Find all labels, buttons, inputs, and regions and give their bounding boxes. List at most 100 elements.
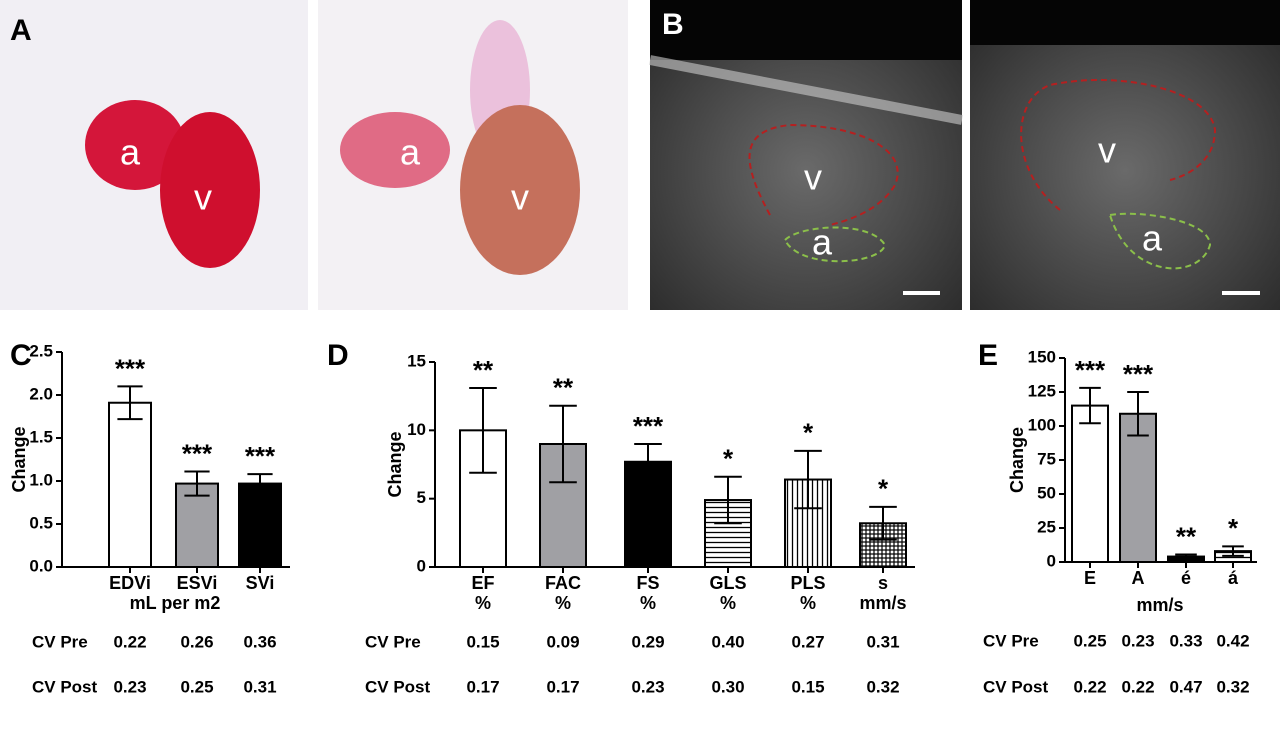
bar [175,482,219,568]
significance: *** [245,441,276,471]
x-tick-label: A [1132,568,1145,588]
cv-post: 0.22 [1073,677,1106,696]
cv-post: 0.15 [791,677,824,696]
significance: * [1228,513,1239,543]
significance: * [878,474,889,504]
bar [704,499,752,568]
cv-post: 0.47 [1169,677,1202,696]
y-tick-label: 15 [407,351,426,370]
panel-label: A [10,14,32,47]
significance: *** [1123,359,1154,389]
photo-label: v [1098,130,1116,171]
x-tick-label: s [878,573,888,593]
y-axis-label: Change [9,426,29,492]
panel-label: B [662,8,684,41]
error-bar [1079,386,1101,425]
cv-pre: 0.15 [466,632,499,651]
panel-label: C [10,339,32,372]
error-bar [184,470,210,497]
cv-pre: 0.31 [866,632,899,651]
x-tick-unit: % [555,593,571,613]
ultrasound-2 [970,0,1280,310]
cv-row-label: CV Pre [365,632,421,651]
y-tick-label: 100 [1028,415,1056,434]
x-tick-label: é [1181,568,1191,588]
cv-row-label: CV Post [983,677,1049,696]
cv-post: 0.32 [1216,677,1249,696]
y-tick-label: 5 [417,488,426,507]
photo-label: a [1142,218,1163,259]
x-tick-label: PLS [790,573,825,593]
cv-post: 0.30 [711,677,744,696]
x-tick-label: E [1084,568,1096,588]
y-tick-label: 0.0 [29,556,53,575]
x-tick-label: EDVi [109,573,151,593]
cv-post: 0.22 [1121,677,1154,696]
significance: *** [633,411,664,441]
error-bar [549,404,577,484]
y-tick-label: 10 [407,420,426,439]
cv-pre: 0.36 [243,632,276,651]
cv-pre: 0.40 [711,632,744,651]
photo-label: a [120,132,141,173]
x-tick-unit: mm/s [859,593,906,613]
error-bar [469,386,497,474]
photo-label: v [804,157,822,198]
photo-a2 [318,0,628,310]
y-tick-label: 0 [1047,551,1056,570]
error-bar [869,505,897,541]
y-axis-label: Change [385,431,405,497]
cv-post: 0.32 [866,677,899,696]
x-axis-label: mm/s [1136,595,1183,615]
y-tick-label: 0 [417,556,426,575]
x-tick-label: EF [471,573,494,593]
y-tick-label: 2.0 [29,384,53,403]
y-tick-label: 125 [1028,381,1056,400]
error-bar [117,385,143,421]
cv-pre: 0.29 [631,632,664,651]
x-tick-label: SVi [246,573,275,593]
significance: ** [1176,521,1197,551]
x-axis-label: mL per m2 [130,593,221,613]
error-bar [634,443,662,481]
cv-post: 0.17 [466,677,499,696]
x-tick-unit: % [800,593,816,613]
error-bar [714,475,742,525]
error-bar [1222,545,1244,557]
cv-row-label: CV Pre [983,631,1039,650]
bar [108,401,152,568]
error-bar [794,449,822,510]
cv-post: 0.17 [546,677,579,696]
x-tick-label: ESVi [177,573,218,593]
cv-pre: 0.33 [1169,631,1202,650]
cv-pre: 0.42 [1216,631,1249,650]
photo-a1 [0,0,308,310]
y-tick-label: 75 [1037,449,1056,468]
bar [1071,404,1109,563]
significance: *** [115,353,146,383]
cv-row-label: CV Post [365,677,431,696]
y-tick-label: 50 [1037,483,1056,502]
y-tick-label: 1.5 [29,427,53,446]
cv-pre: 0.09 [546,632,579,651]
y-tick-label: 0.5 [29,513,53,532]
cv-post: 0.23 [631,677,664,696]
significance: ** [553,373,574,403]
significance: * [723,444,734,474]
y-tick-label: 1.0 [29,470,53,489]
error-bar [247,473,273,495]
x-tick-label: GLS [709,573,746,593]
y-tick-label: 150 [1028,347,1056,366]
cv-pre: 0.23 [1121,631,1154,650]
error-bar [1175,553,1197,560]
bar [238,482,282,568]
x-tick-label: FS [636,573,659,593]
cv-post: 0.25 [180,677,213,696]
ultrasound-1 [649,0,963,310]
panel-label: E [978,339,998,372]
x-tick-label: FAC [545,573,581,593]
cv-pre: 0.27 [791,632,824,651]
bar [1119,412,1157,564]
significance: *** [182,438,213,468]
